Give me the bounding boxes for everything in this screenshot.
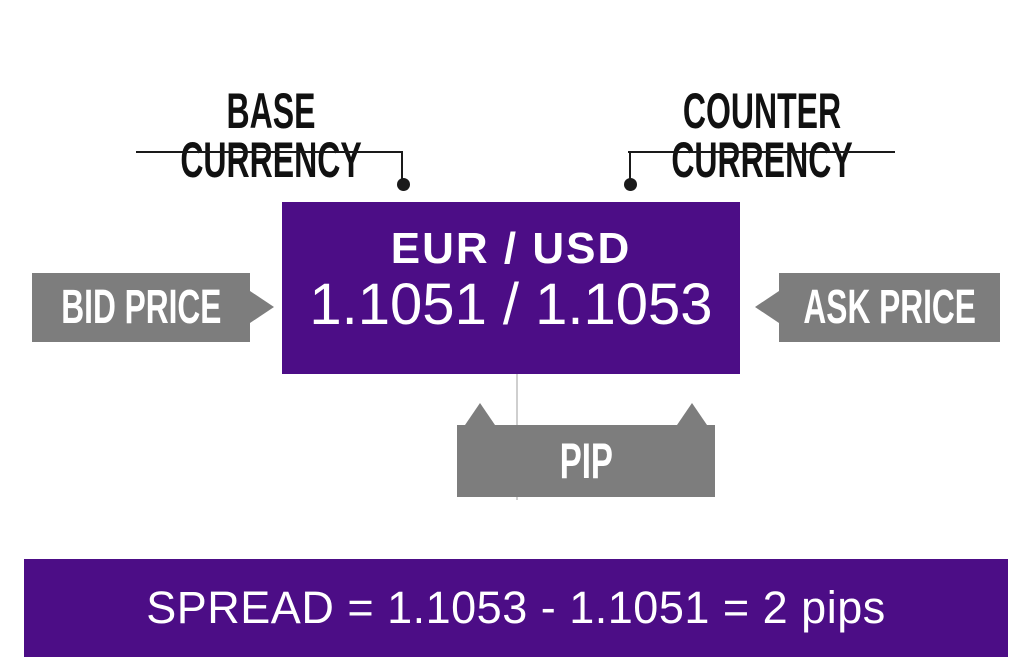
- pip-banner: PIP: [457, 425, 715, 497]
- spread-equation: SPREAD = 1.1053 - 1.1051 = 2 pips: [146, 582, 886, 633]
- counter-currency-connector-vline: [629, 151, 631, 179]
- ask-price-tag: ASK PRICE: [779, 273, 1000, 342]
- counter-currency-connector-dot: [624, 178, 637, 191]
- currency-pair-text: EUR / USD: [390, 224, 632, 273]
- bid-price-label: BID PRICE: [60, 281, 222, 334]
- pip-label: PIP: [559, 433, 613, 489]
- base-currency-label: BASE CURRENCY: [86, 38, 456, 234]
- base-currency-connector-hline: [136, 151, 403, 153]
- currency-pair-box: EUR / USD 1.1051 / 1.1053: [282, 202, 740, 374]
- bid-arrow-right-icon: [250, 291, 274, 323]
- counter-currency-label: COUNTER CURRENCY: [577, 38, 947, 234]
- base-currency-connector-dot: [397, 178, 410, 191]
- pip-arrow-up-left-icon: [465, 403, 495, 425]
- bid-ask-prices-text: 1.1051 / 1.1053: [309, 272, 713, 337]
- counter-currency-label-text: COUNTER CURRENCY: [671, 83, 853, 188]
- ask-arrow-left-icon: [755, 291, 779, 323]
- base-currency-label-text: BASE CURRENCY: [180, 83, 362, 188]
- ask-price-label: ASK PRICE: [803, 281, 976, 334]
- bid-price-tag: BID PRICE: [32, 273, 250, 342]
- base-currency-connector-vline: [401, 151, 403, 179]
- spread-bar: SPREAD = 1.1053 - 1.1051 = 2 pips: [24, 559, 1008, 657]
- counter-currency-connector-hline: [628, 151, 895, 153]
- pip-arrow-up-right-icon: [677, 403, 707, 425]
